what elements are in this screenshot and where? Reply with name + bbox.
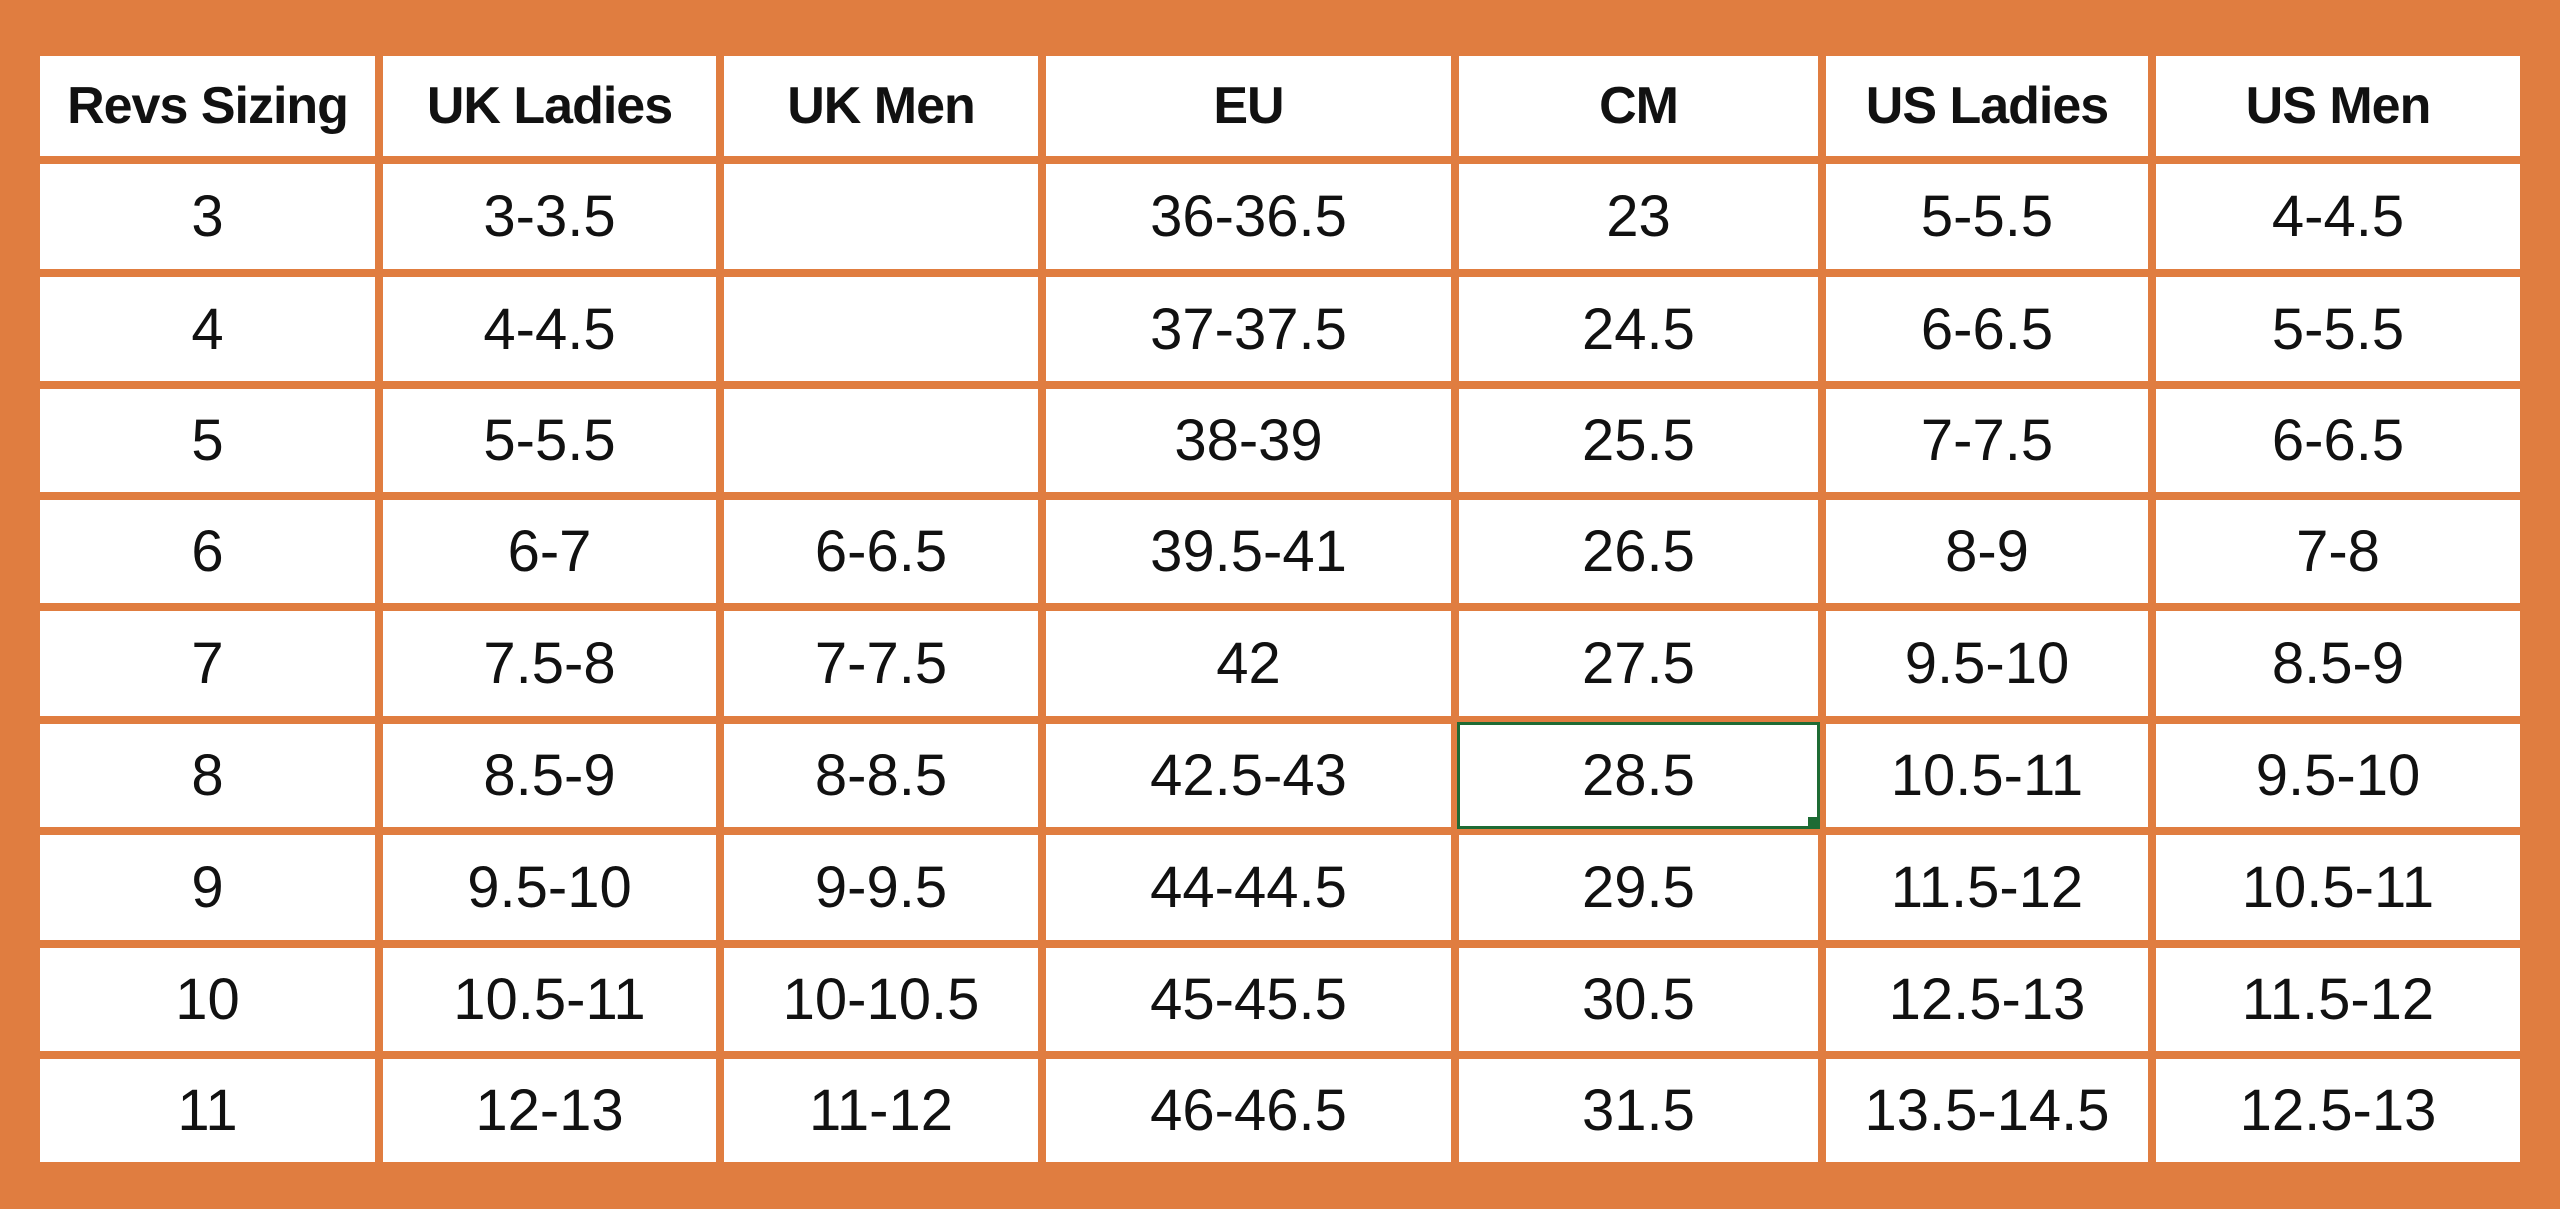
table-cell[interactable]: 7-7.5 [1822,385,2152,496]
table-cell[interactable] [720,273,1042,385]
table-cell[interactable]: 8-9 [1822,496,2152,607]
table-cell[interactable]: 36-36.5 [1042,160,1455,273]
table-cell[interactable]: 31.5 [1455,1055,1822,1166]
table-cell[interactable]: 8.5-9 [2152,607,2524,720]
table-cell[interactable]: 5-5.5 [379,385,720,496]
table-cell[interactable]: 5-5.5 [2152,273,2524,385]
table-cell[interactable]: 11-12 [720,1055,1042,1166]
header-cell[interactable]: US Ladies [1822,52,2152,160]
table-cell[interactable]: 6 [36,496,379,607]
header-cell[interactable]: UK Ladies [379,52,720,160]
table-cell[interactable]: 3-3.5 [379,160,720,273]
table-cell[interactable]: 25.5 [1455,385,1822,496]
table-cell[interactable]: 4-4.5 [379,273,720,385]
table-cell[interactable]: 39.5-41 [1042,496,1455,607]
table-cell[interactable]: 9.5-10 [1822,607,2152,720]
size-table: Revs Sizing UK Ladies UK Men EU CM US Ladies U… [36,52,2524,1166]
table-cell[interactable]: 37-37.5 [1042,273,1455,385]
table-cell[interactable]: 5 [36,385,379,496]
header-cell[interactable]: UK Men [720,52,1042,160]
table-cell[interactable]: 12.5-13 [1822,944,2152,1055]
table-cell[interactable]: 44-44.5 [1042,831,1455,944]
table-cell[interactable]: 42.5-43 [1042,720,1455,831]
table-cell[interactable]: 7.5-8 [379,607,720,720]
table-cell[interactable]: 6-6.5 [1822,273,2152,385]
header-cell[interactable]: US Men [2152,52,2524,160]
table-cell[interactable]: 42 [1042,607,1455,720]
table-cell[interactable]: 28.5 [1455,720,1822,831]
table-cell[interactable] [720,160,1042,273]
table-cell[interactable]: 9.5-10 [2152,720,2524,831]
header-cell[interactable]: CM [1455,52,1822,160]
table-cell[interactable]: 8 [36,720,379,831]
table-cell[interactable]: 9-9.5 [720,831,1042,944]
table-cell[interactable]: 45-45.5 [1042,944,1455,1055]
table-cell[interactable]: 9.5-10 [379,831,720,944]
table-cell[interactable]: 27.5 [1455,607,1822,720]
table-cell[interactable]: 3 [36,160,379,273]
table-cell[interactable]: 4-4.5 [2152,160,2524,273]
table-cell[interactable]: 6-6.5 [2152,385,2524,496]
header-cell[interactable]: Revs Sizing [36,52,379,160]
table-cell[interactable]: 7-8 [2152,496,2524,607]
table-cell[interactable]: 12.5-13 [2152,1055,2524,1166]
table-cell[interactable]: 6-6.5 [720,496,1042,607]
table-cell[interactable]: 10.5-11 [2152,831,2524,944]
table-cell[interactable]: 9 [36,831,379,944]
table-cell[interactable]: 24.5 [1455,273,1822,385]
table-cell[interactable]: 10.5-11 [1822,720,2152,831]
table-cell[interactable]: 13.5-14.5 [1822,1055,2152,1166]
table-cell[interactable]: 11.5-12 [1822,831,2152,944]
table-cell[interactable]: 10-10.5 [720,944,1042,1055]
table-cell[interactable]: 30.5 [1455,944,1822,1055]
table-cell[interactable]: 6-7 [379,496,720,607]
table-cell[interactable]: 10 [36,944,379,1055]
table-cell[interactable]: 26.5 [1455,496,1822,607]
table-cell[interactable]: 5-5.5 [1822,160,2152,273]
table-cell[interactable]: 10.5-11 [379,944,720,1055]
table-cell[interactable]: 12-13 [379,1055,720,1166]
table-cell[interactable]: 8-8.5 [720,720,1042,831]
table-cell[interactable]: 4 [36,273,379,385]
table-cell[interactable]: 38-39 [1042,385,1455,496]
table-cell[interactable]: 23 [1455,160,1822,273]
table-cell[interactable]: 11.5-12 [2152,944,2524,1055]
table-cell[interactable]: 46-46.5 [1042,1055,1455,1166]
table-cell[interactable]: 7-7.5 [720,607,1042,720]
header-cell[interactable]: EU [1042,52,1455,160]
table-cell[interactable]: 11 [36,1055,379,1166]
table-cell[interactable]: 7 [36,607,379,720]
table-cell[interactable]: 8.5-9 [379,720,720,831]
table-cell[interactable] [720,385,1042,496]
table-cell[interactable]: 29.5 [1455,831,1822,944]
